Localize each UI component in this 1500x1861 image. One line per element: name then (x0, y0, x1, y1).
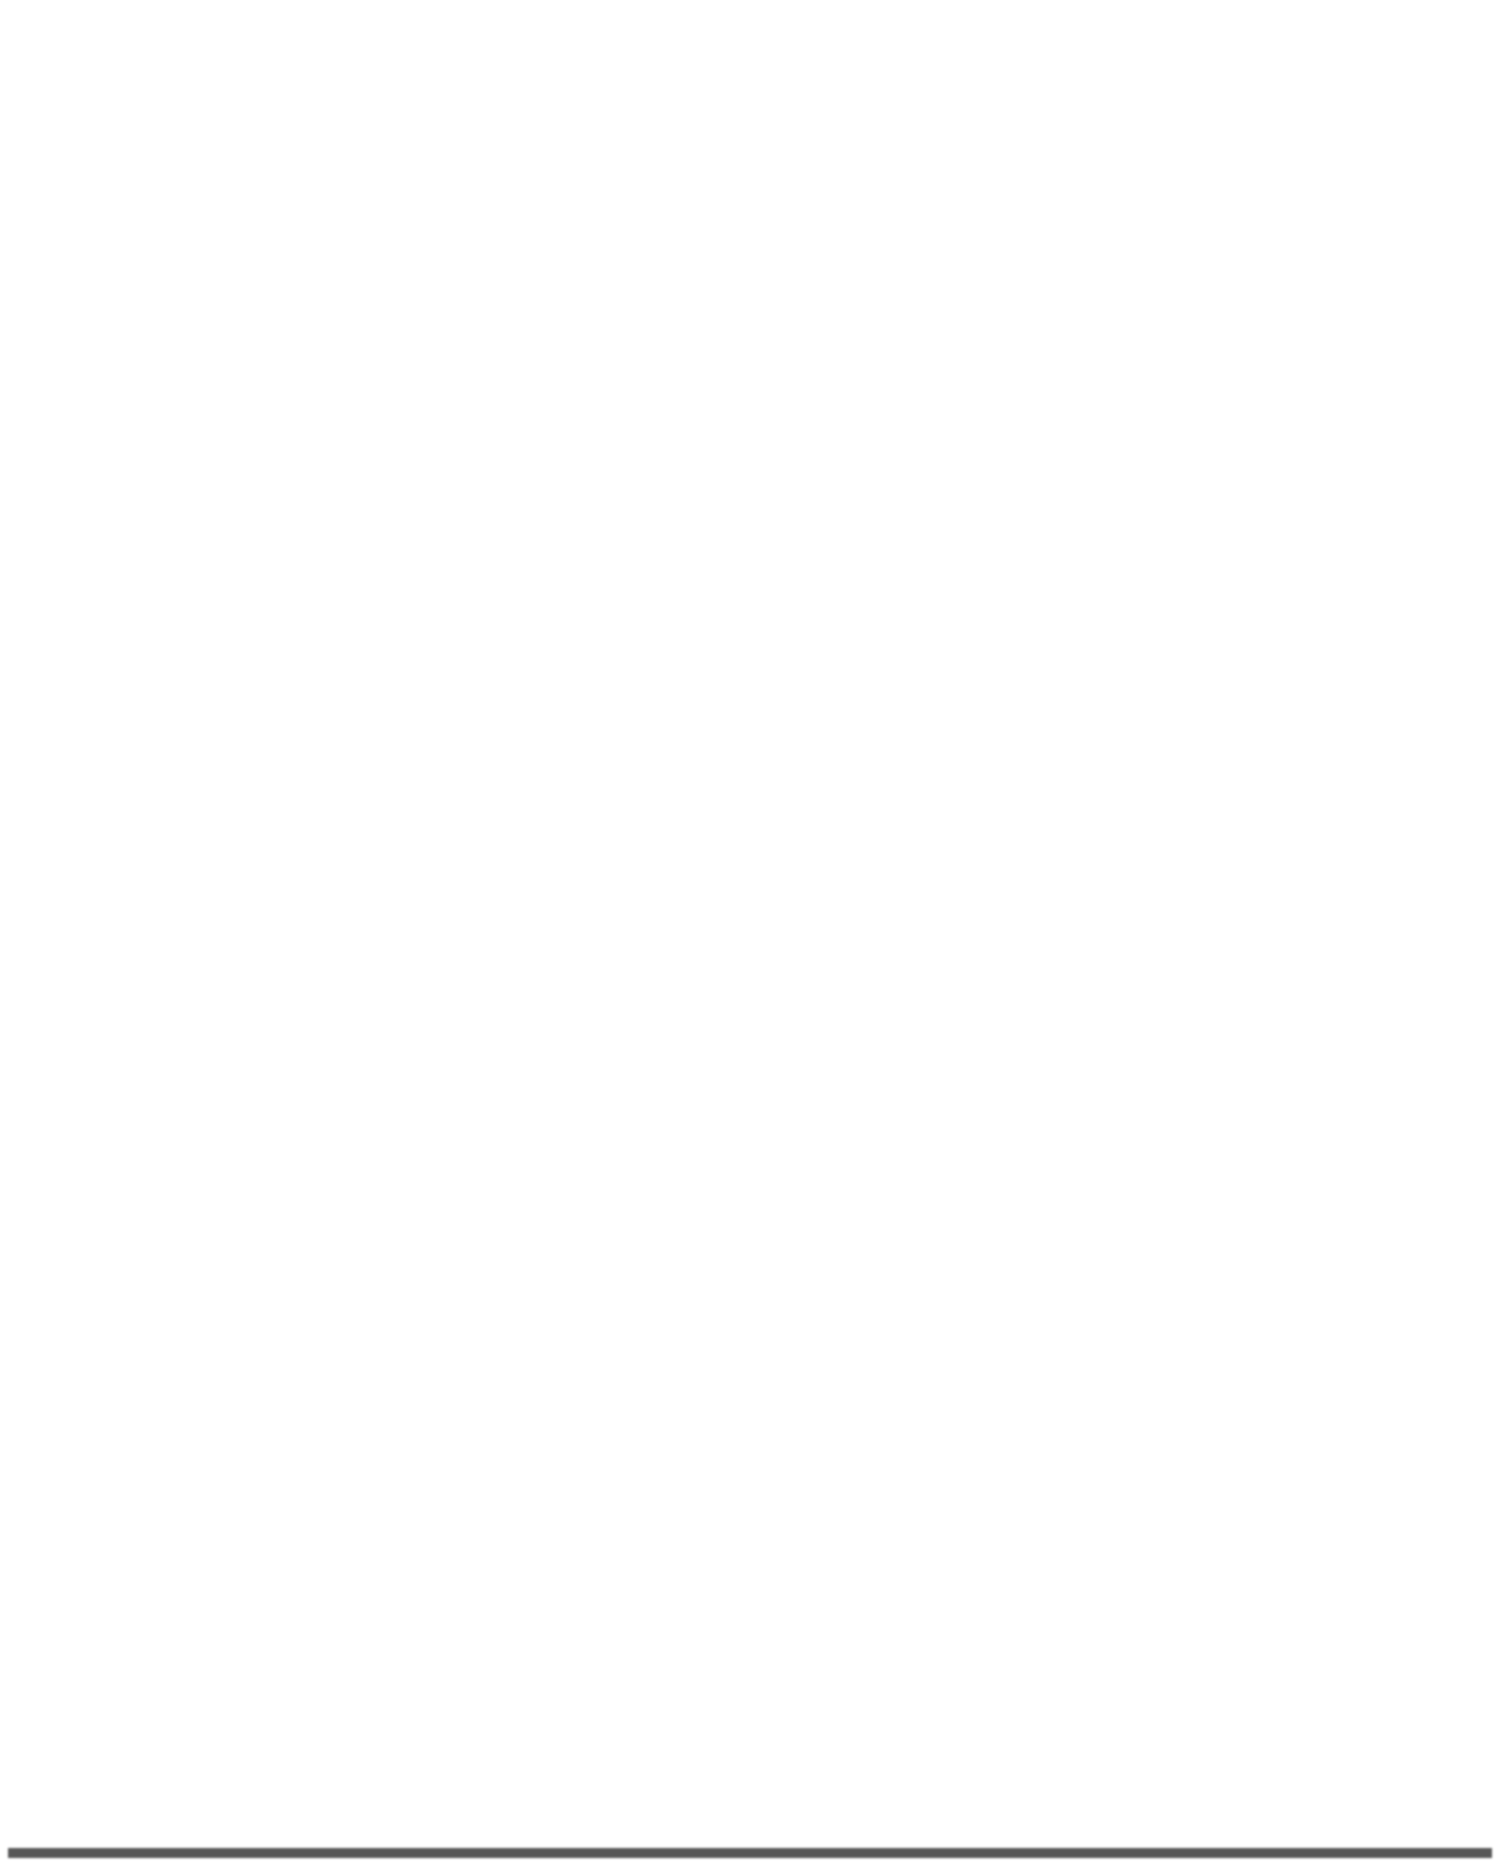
page-bottom-border (8, 1848, 1492, 1858)
